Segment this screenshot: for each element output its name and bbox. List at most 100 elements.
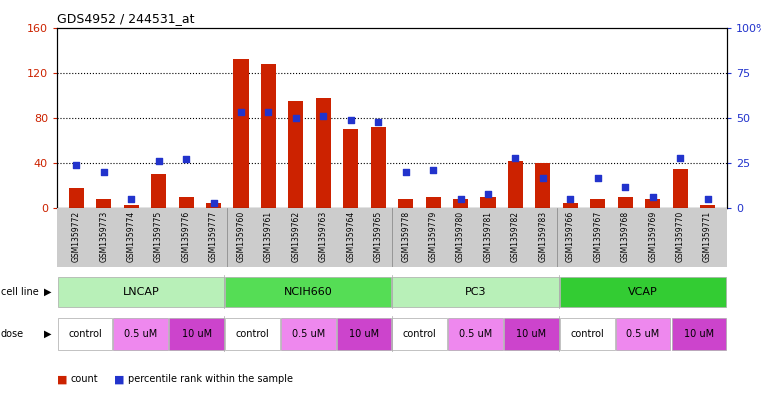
Bar — [58, 277, 224, 307]
Point — [591, 174, 603, 181]
Bar — [591, 199, 605, 208]
Text: GSM1359781: GSM1359781 — [483, 211, 492, 262]
Text: control: control — [570, 329, 604, 339]
Text: control: control — [68, 329, 102, 339]
Text: GSM1359764: GSM1359764 — [346, 211, 355, 263]
Point — [372, 118, 384, 125]
Text: percentile rank within the sample: percentile rank within the sample — [128, 374, 293, 384]
Bar — [393, 318, 447, 350]
Text: GSM1359763: GSM1359763 — [319, 211, 328, 263]
Text: GSM1359772: GSM1359772 — [72, 211, 81, 263]
Point — [180, 156, 193, 163]
Bar — [316, 97, 331, 208]
Bar — [68, 188, 84, 208]
Point — [152, 158, 164, 164]
Text: GSM1359765: GSM1359765 — [374, 211, 383, 263]
Bar — [618, 197, 632, 208]
Text: 0.5 uM: 0.5 uM — [124, 329, 158, 339]
Bar — [398, 199, 413, 208]
Text: 10 uM: 10 uM — [684, 329, 714, 339]
Text: control: control — [403, 329, 437, 339]
Bar — [234, 59, 249, 208]
Text: GSM1359780: GSM1359780 — [456, 211, 465, 263]
Text: GSM1359760: GSM1359760 — [237, 211, 246, 263]
Bar — [673, 169, 688, 208]
Point — [509, 154, 521, 161]
Point — [702, 196, 714, 202]
Point — [619, 184, 632, 190]
Point — [235, 109, 247, 116]
Text: GSM1359768: GSM1359768 — [621, 211, 629, 263]
Text: 10 uM: 10 uM — [182, 329, 212, 339]
Bar — [645, 199, 661, 208]
Text: 10 uM: 10 uM — [517, 329, 546, 339]
Bar — [96, 199, 111, 208]
Point — [482, 191, 494, 197]
Bar — [560, 277, 726, 307]
Bar — [288, 101, 304, 208]
Text: GSM1359773: GSM1359773 — [99, 211, 108, 263]
Point — [647, 194, 659, 200]
Text: VCAP: VCAP — [628, 287, 658, 297]
Text: LNCAP: LNCAP — [123, 287, 159, 297]
Text: GSM1359779: GSM1359779 — [428, 211, 438, 263]
Bar — [113, 318, 168, 350]
Text: NCIH660: NCIH660 — [284, 287, 333, 297]
Text: cell line: cell line — [1, 287, 39, 297]
Text: GSM1359766: GSM1359766 — [566, 211, 575, 263]
Point — [70, 162, 82, 168]
Text: GSM1359775: GSM1359775 — [154, 211, 163, 263]
Text: GSM1359777: GSM1359777 — [209, 211, 218, 263]
Text: PC3: PC3 — [465, 287, 486, 297]
Point — [674, 154, 686, 161]
Text: ■: ■ — [57, 374, 68, 384]
Bar — [336, 318, 391, 350]
Text: GDS4952 / 244531_at: GDS4952 / 244531_at — [57, 12, 195, 25]
Text: ▶: ▶ — [43, 287, 51, 297]
Point — [564, 196, 576, 202]
Bar — [425, 197, 441, 208]
Bar — [563, 203, 578, 208]
Text: ■: ■ — [114, 374, 125, 384]
Text: GSM1359776: GSM1359776 — [182, 211, 190, 263]
Bar — [343, 129, 358, 208]
Bar — [616, 318, 670, 350]
Bar — [393, 277, 559, 307]
Text: 0.5 uM: 0.5 uM — [291, 329, 325, 339]
Text: ▶: ▶ — [43, 329, 51, 339]
Point — [454, 196, 466, 202]
Bar — [453, 199, 468, 208]
Point — [345, 117, 357, 123]
Bar — [504, 318, 559, 350]
Text: dose: dose — [1, 329, 24, 339]
Text: GSM1359767: GSM1359767 — [594, 211, 602, 263]
Bar — [225, 277, 391, 307]
Text: GSM1359778: GSM1359778 — [401, 211, 410, 263]
Bar — [700, 205, 715, 208]
Point — [537, 174, 549, 181]
Bar — [58, 318, 113, 350]
Text: GSM1359783: GSM1359783 — [538, 211, 547, 263]
Bar — [151, 174, 166, 208]
Text: 0.5 uM: 0.5 uM — [459, 329, 492, 339]
Bar — [206, 203, 221, 208]
Text: GSM1359774: GSM1359774 — [126, 211, 135, 263]
Bar — [169, 318, 224, 350]
Bar — [535, 163, 550, 208]
Text: 10 uM: 10 uM — [349, 329, 379, 339]
Bar — [123, 205, 139, 208]
Bar — [508, 161, 523, 208]
Bar — [480, 197, 495, 208]
Text: count: count — [71, 374, 98, 384]
Point — [400, 169, 412, 175]
Text: GSM1359761: GSM1359761 — [264, 211, 273, 263]
Text: GSM1359769: GSM1359769 — [648, 211, 658, 263]
Bar — [560, 318, 615, 350]
Point — [290, 115, 302, 121]
Bar — [281, 318, 336, 350]
Text: control: control — [235, 329, 269, 339]
Bar — [261, 64, 276, 208]
Text: GSM1359782: GSM1359782 — [511, 211, 520, 262]
Text: 0.5 uM: 0.5 uM — [626, 329, 660, 339]
Bar — [179, 197, 193, 208]
